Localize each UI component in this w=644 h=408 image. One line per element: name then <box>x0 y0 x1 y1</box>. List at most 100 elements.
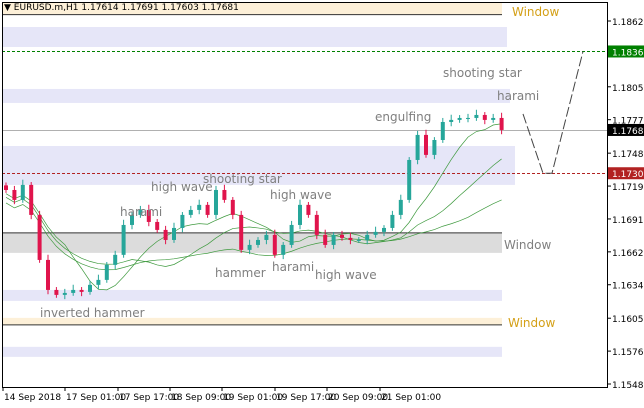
candle-body <box>12 189 17 200</box>
candle-body <box>163 229 168 240</box>
chart-header: ▼ EURUSD.m,H1 1.17614 1.17691 1.17603 1.… <box>4 3 239 13</box>
candle-body <box>407 159 412 200</box>
x-tick-label: 21 Sep 01:00 <box>381 393 441 403</box>
zone-rect <box>2 289 502 301</box>
window-gap-rect <box>2 2 502 15</box>
candle-body <box>180 214 185 228</box>
collapse-triangle-icon[interactable]: ▼ <box>4 3 11 13</box>
y-tick-label: 1.17480 <box>612 150 644 160</box>
moving-average-line <box>5 199 502 271</box>
price-tag-label: 1.17681 <box>612 127 644 137</box>
projection-zigzag-line <box>522 51 584 174</box>
candle-body <box>281 244 286 255</box>
window-label: Window <box>508 316 556 330</box>
candle-body <box>20 184 25 200</box>
y-tick-label: 1.18055 <box>612 84 644 94</box>
window-label: Window <box>504 238 552 252</box>
moving-average-line <box>5 123 502 291</box>
price-tag <box>608 123 644 136</box>
candle-body <box>373 231 378 235</box>
candle-body <box>298 204 302 225</box>
window-gap-rect <box>2 232 502 253</box>
y-tick-label: 1.17770 <box>612 117 644 127</box>
candle-body <box>88 284 92 292</box>
candle-body <box>382 227 386 232</box>
candle-body <box>365 234 370 240</box>
candle-body <box>130 214 134 225</box>
zone-rect <box>2 346 502 357</box>
candle-body <box>390 214 395 228</box>
x-tick-label: 20 Sep 09:00 <box>328 393 388 403</box>
candle-body <box>54 289 59 295</box>
candle-body <box>348 237 353 240</box>
candle-body <box>113 254 118 265</box>
candle-body <box>415 134 420 160</box>
pattern-label: harami <box>120 205 162 219</box>
y-tick-label: 1.16625 <box>612 249 644 259</box>
candle-body <box>482 114 487 120</box>
candle-body <box>247 244 252 250</box>
candle-body <box>499 117 504 130</box>
chart-frame <box>2 2 608 388</box>
candle-body <box>71 289 76 293</box>
pattern-label: engulfing <box>375 110 431 124</box>
candle-body <box>121 224 126 255</box>
candle-body <box>474 114 479 118</box>
price-tag-label: 1.17306 <box>612 170 644 180</box>
zone-rect <box>2 27 507 47</box>
pattern-label: inverted hammer <box>40 306 145 320</box>
zone-rect <box>2 146 515 185</box>
y-tick-label: 1.17195 <box>612 183 644 193</box>
candle-body <box>256 239 260 245</box>
y-tick-label: 1.15480 <box>612 381 644 391</box>
x-tick-label: 19 Sep 17:00 <box>276 393 336 403</box>
candle-body <box>146 209 151 222</box>
pattern-label: harami <box>272 260 314 274</box>
candle-body <box>214 189 218 215</box>
pattern-label: high wave <box>151 180 213 194</box>
x-tick-label: 17 Sep 01:00 <box>66 393 126 403</box>
pattern-label: hammer <box>215 266 266 280</box>
symbol-label: EURUSD.m,H1 <box>13 3 79 13</box>
candle-body <box>138 209 143 215</box>
candle-body <box>331 234 336 245</box>
x-tick-label: 17 Sep 17:00 <box>119 393 179 403</box>
candle-body <box>104 264 109 280</box>
candle-body <box>230 199 235 215</box>
window-label: Window <box>512 5 560 19</box>
y-tick-label: 1.18625 <box>612 18 644 28</box>
candle-body <box>239 214 244 250</box>
candle-body <box>46 259 50 290</box>
candle-body <box>440 121 445 140</box>
x-tick-label: 14 Sep 2018 <box>4 393 61 403</box>
pattern-label: high wave <box>270 188 332 202</box>
candle-body <box>62 292 67 295</box>
candle-body <box>272 234 277 255</box>
candle-body <box>314 214 319 235</box>
candle-body <box>79 289 84 292</box>
candle-body <box>4 185 8 190</box>
y-tick-label: 1.16050 <box>612 315 644 325</box>
pattern-label: high wave <box>315 268 377 282</box>
candle-body <box>264 234 269 240</box>
y-tick-label: 1.16340 <box>612 282 644 292</box>
candle-body <box>188 209 193 215</box>
ohlc-values: 1.17614 1.17691 1.17603 1.17681 <box>81 3 239 13</box>
candle-body <box>222 189 227 200</box>
candle-body <box>289 224 294 245</box>
price-tag <box>608 167 644 180</box>
pattern-label: shooting star <box>203 172 282 186</box>
candle-body <box>96 279 101 285</box>
y-tick-label: 1.16910 <box>612 216 644 226</box>
pattern-label: harami <box>497 89 539 103</box>
candle-body <box>340 234 344 238</box>
candle-body <box>449 119 454 122</box>
candle-body <box>29 184 34 215</box>
candle-body <box>466 117 470 119</box>
candle-body <box>37 214 42 260</box>
candle-body <box>197 204 202 210</box>
candle-body <box>172 227 176 240</box>
x-tick-label: 19 Sep 01:00 <box>223 393 283 403</box>
